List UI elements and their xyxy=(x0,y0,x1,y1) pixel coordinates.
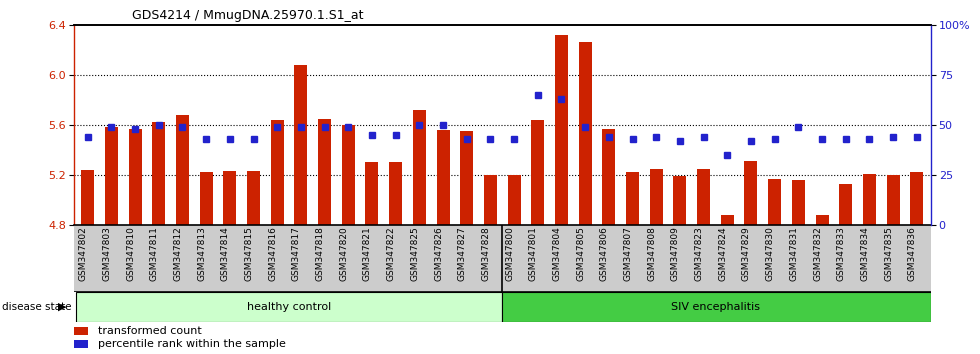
Bar xyxy=(650,169,662,225)
Text: GSM347806: GSM347806 xyxy=(600,226,609,281)
Bar xyxy=(318,119,331,225)
Bar xyxy=(839,183,853,225)
Text: GSM347808: GSM347808 xyxy=(647,226,657,281)
Text: GSM347804: GSM347804 xyxy=(553,226,562,281)
Text: GSM347807: GSM347807 xyxy=(623,226,632,281)
Bar xyxy=(413,110,426,225)
Text: GSM347825: GSM347825 xyxy=(411,226,419,281)
Bar xyxy=(270,120,284,225)
Bar xyxy=(578,42,592,225)
Bar xyxy=(720,215,734,225)
Text: GSM347833: GSM347833 xyxy=(837,226,846,281)
Text: GSM347831: GSM347831 xyxy=(789,226,799,281)
Text: GSM347832: GSM347832 xyxy=(813,226,822,281)
Bar xyxy=(555,35,568,225)
Text: GSM347817: GSM347817 xyxy=(292,226,301,281)
Bar xyxy=(910,172,923,225)
Text: GSM347828: GSM347828 xyxy=(481,226,490,281)
Bar xyxy=(603,129,615,225)
Text: transformed count: transformed count xyxy=(98,326,202,336)
Bar xyxy=(223,171,236,225)
Text: disease state: disease state xyxy=(2,302,72,312)
Text: GSM347820: GSM347820 xyxy=(339,226,348,281)
Bar xyxy=(792,180,805,225)
Bar xyxy=(74,326,88,335)
Text: GSM347810: GSM347810 xyxy=(126,226,135,281)
Bar xyxy=(294,65,308,225)
Bar xyxy=(745,161,758,225)
Text: GSM347826: GSM347826 xyxy=(434,226,443,281)
Bar xyxy=(81,170,94,225)
Bar xyxy=(247,171,260,225)
Bar xyxy=(366,162,378,225)
Text: GSM347811: GSM347811 xyxy=(150,226,159,281)
Text: GSM347835: GSM347835 xyxy=(884,226,893,281)
Bar xyxy=(74,340,88,348)
Bar xyxy=(697,169,710,225)
Bar xyxy=(815,215,828,225)
Text: GSM347809: GSM347809 xyxy=(671,226,680,281)
Bar xyxy=(768,178,781,225)
Text: GSM347803: GSM347803 xyxy=(102,226,112,281)
FancyBboxPatch shape xyxy=(502,292,931,322)
Text: GSM347812: GSM347812 xyxy=(173,226,182,281)
Bar xyxy=(626,172,639,225)
Bar xyxy=(863,173,876,225)
Bar xyxy=(461,131,473,225)
Text: GSM347821: GSM347821 xyxy=(363,226,372,281)
Bar xyxy=(105,127,118,225)
Bar xyxy=(342,125,355,225)
Text: GSM347805: GSM347805 xyxy=(576,226,585,281)
Text: GSM347823: GSM347823 xyxy=(695,226,704,281)
Text: GSM347816: GSM347816 xyxy=(269,226,277,281)
Text: GSM347813: GSM347813 xyxy=(197,226,206,281)
Bar xyxy=(484,175,497,225)
Text: GSM347836: GSM347836 xyxy=(907,226,916,281)
Text: percentile rank within the sample: percentile rank within the sample xyxy=(98,339,286,349)
FancyBboxPatch shape xyxy=(75,292,502,322)
Bar xyxy=(887,175,900,225)
Text: GSM347829: GSM347829 xyxy=(742,226,751,281)
Text: GSM347834: GSM347834 xyxy=(860,226,869,281)
Text: GSM347827: GSM347827 xyxy=(458,226,466,281)
Text: GDS4214 / MmugDNA.25970.1.S1_at: GDS4214 / MmugDNA.25970.1.S1_at xyxy=(132,9,364,22)
Bar xyxy=(673,176,686,225)
Text: GSM347824: GSM347824 xyxy=(718,226,727,281)
Text: ▶: ▶ xyxy=(58,302,67,312)
Bar xyxy=(531,120,544,225)
Text: GSM347822: GSM347822 xyxy=(387,226,396,281)
Text: GSM347830: GSM347830 xyxy=(765,226,774,281)
Text: SIV encephalitis: SIV encephalitis xyxy=(671,302,760,312)
Bar xyxy=(128,129,141,225)
Bar xyxy=(176,115,189,225)
Text: healthy control: healthy control xyxy=(247,302,331,312)
Text: GSM347802: GSM347802 xyxy=(78,226,88,281)
Bar xyxy=(436,130,450,225)
Text: GSM347818: GSM347818 xyxy=(316,226,324,281)
Bar xyxy=(389,162,402,225)
Text: GSM347815: GSM347815 xyxy=(245,226,254,281)
Text: GSM347814: GSM347814 xyxy=(220,226,230,281)
Bar xyxy=(152,122,166,225)
Bar xyxy=(508,175,520,225)
Bar xyxy=(200,172,213,225)
Text: GSM347800: GSM347800 xyxy=(505,226,514,281)
Text: GSM347801: GSM347801 xyxy=(529,226,538,281)
